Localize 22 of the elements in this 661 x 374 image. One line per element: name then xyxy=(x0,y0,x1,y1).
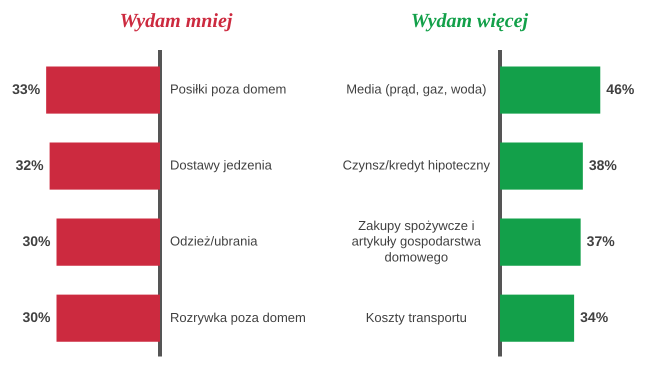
y-tick-label: Koszty transportu xyxy=(366,310,467,325)
data-label: 33% xyxy=(12,80,41,97)
chart-title: Wydam więcej xyxy=(410,10,529,32)
data-label: 46% xyxy=(606,80,635,97)
y-tick-label: Odzież/ubrania xyxy=(170,234,258,249)
data-label: 38% xyxy=(588,156,618,173)
y-tick-label: Rozrywka poza domem xyxy=(170,310,306,325)
data-label: 32% xyxy=(16,156,44,173)
data-label: 30% xyxy=(22,232,52,249)
chart-title: Wydam mniej xyxy=(120,10,233,32)
y-tick-label: Czynsz/kredyt hipoteczny xyxy=(342,158,490,173)
y-tick-label: Media (prąd, gaz, woda) xyxy=(346,82,486,97)
y-tick-label: Zakupy spożywcze i artykuły gospodarstwa domowego xyxy=(352,218,482,264)
bar xyxy=(500,218,581,266)
data-label: 30% xyxy=(22,309,52,326)
bar xyxy=(500,142,583,190)
y-tick-label: Posiłki poza domem xyxy=(170,82,286,97)
bar xyxy=(500,66,600,114)
data-label: 34% xyxy=(580,309,609,326)
bar xyxy=(500,294,574,342)
data-label: 37% xyxy=(586,232,616,249)
y-tick-label: Dostawy jedzenia xyxy=(170,158,273,173)
